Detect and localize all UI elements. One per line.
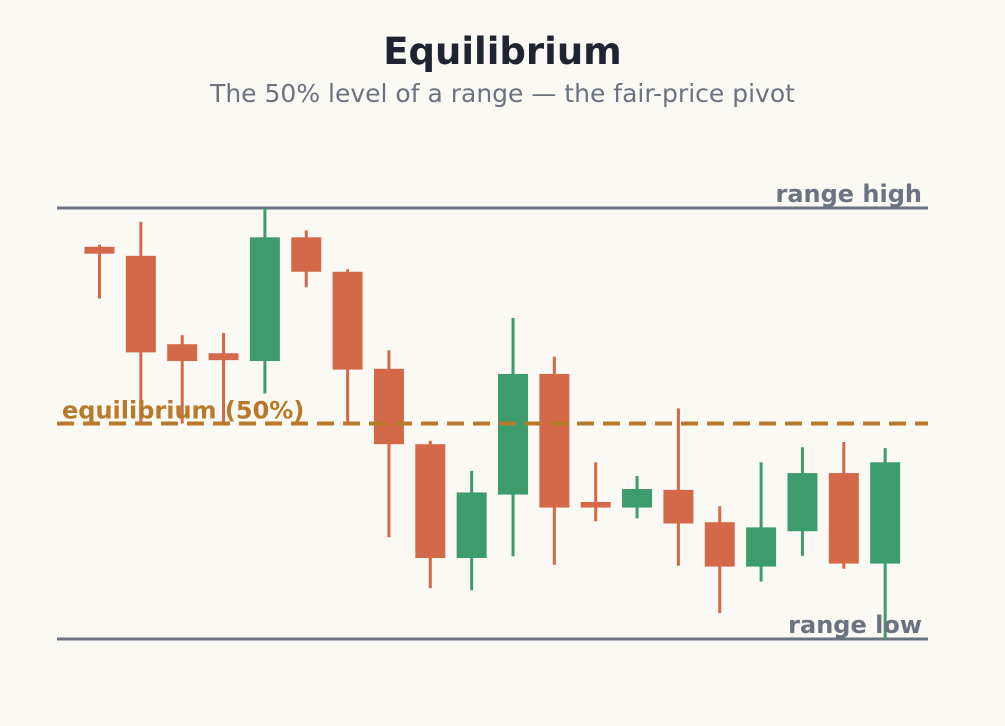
candle-body xyxy=(167,344,198,362)
candle xyxy=(746,462,777,582)
candle xyxy=(291,230,322,288)
candle-body xyxy=(125,255,156,353)
candle-body xyxy=(828,473,859,564)
candle xyxy=(208,332,239,424)
candle xyxy=(580,462,611,522)
candle xyxy=(373,350,404,538)
chart-title: Equilibrium xyxy=(383,30,622,73)
candle-body xyxy=(663,489,694,524)
range-high-label: range high xyxy=(775,180,922,208)
candle-body xyxy=(870,462,901,564)
candle xyxy=(828,442,859,569)
candle-body xyxy=(373,368,404,445)
candle-body xyxy=(84,246,115,254)
candle-body xyxy=(622,489,653,508)
candle-body xyxy=(456,492,487,558)
candle xyxy=(622,476,653,519)
candle xyxy=(787,447,818,556)
candle-body xyxy=(746,527,777,567)
candle xyxy=(456,470,487,591)
candle xyxy=(539,356,570,565)
candle xyxy=(125,221,156,424)
candle xyxy=(332,269,363,424)
candle xyxy=(870,448,901,639)
candle-body xyxy=(249,237,280,362)
candle-body xyxy=(787,473,818,532)
candle-body xyxy=(580,501,611,508)
chart-subtitle: The 50% level of a range — the fair-pric… xyxy=(210,79,795,108)
candle xyxy=(704,506,735,614)
equilibrium-label: equilibrium (50%) xyxy=(62,397,304,425)
candle-body xyxy=(291,237,322,272)
candle-body xyxy=(332,271,363,370)
candle xyxy=(415,440,446,589)
candle xyxy=(663,408,694,566)
candle xyxy=(249,208,280,394)
candle-body xyxy=(208,353,239,361)
range-low-label: range low xyxy=(788,611,922,639)
candle-body xyxy=(415,444,446,558)
candle xyxy=(84,244,115,299)
candle-body xyxy=(539,373,570,508)
candles xyxy=(84,208,901,639)
candle-body xyxy=(704,522,735,567)
candle xyxy=(167,335,198,424)
candle xyxy=(498,317,528,557)
candle-body xyxy=(498,373,528,495)
